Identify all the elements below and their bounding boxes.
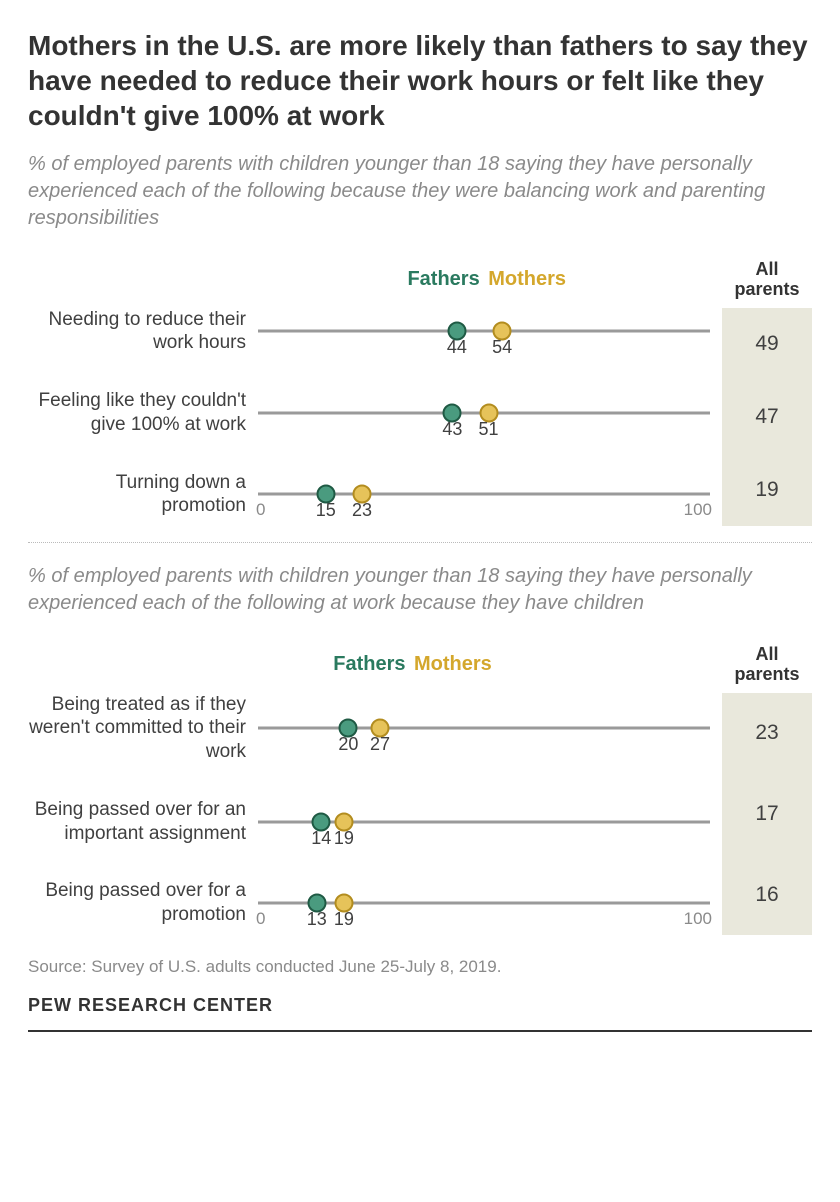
fathers-value: 14 [311,828,331,849]
legend-fathers-label: Fathers [333,653,405,676]
row-label: Needing to reduce their work hours [28,308,258,356]
panel1-legend: Fathers Mothers All parents [28,260,812,300]
all-parents-value: 47 [722,380,812,453]
legend-fathers-label: Fathers [407,268,479,291]
fathers-value: 44 [447,337,467,358]
row-label: Being passed over for a promotion [28,879,258,927]
dot-track: 1419 [258,810,710,834]
chart-row: Turning down a promotion15230100 [28,471,710,519]
row-label: Being passed over for an important assig… [28,798,258,846]
dot-track: 2027 [258,716,710,740]
legend-all-parents: All parents [722,260,812,300]
row-label: Feeling like they couldn't give 100% at … [28,389,258,437]
all-parents-value: 16 [722,854,812,935]
mothers-value: 23 [352,500,372,521]
chart-row: Feeling like they couldn't give 100% at … [28,389,710,437]
panel1-chart: Fathers Mothers All parents Needing to r… [28,260,812,526]
mothers-value: 19 [334,828,354,849]
dot-track: 13190100 [258,891,710,915]
all-parents-value: 49 [722,308,812,381]
fathers-value: 15 [316,500,336,521]
dot-track: 15230100 [258,482,710,506]
axis-max: 100 [684,909,712,929]
pew-logo: PEW RESEARCH CENTER [28,995,812,1016]
fathers-value: 43 [442,419,462,440]
mothers-value: 19 [334,909,354,930]
row-label: Being treated as if they weren't committ… [28,693,258,764]
chart-row: Needing to reduce their work hours4454 [28,308,710,356]
chart-row: Being passed over for an important assig… [28,798,710,846]
row-label: Turning down a promotion [28,471,258,519]
legend-mothers-label: Mothers [414,653,492,676]
fathers-value: 13 [307,909,327,930]
source-note: Source: Survey of U.S. adults conducted … [28,957,812,977]
all-parents-value: 19 [722,453,812,526]
chart-headline: Mothers in the U.S. are more likely than… [28,28,812,133]
panel2-chart: Fathers Mothers All parents Being treate… [28,645,812,935]
axis-max: 100 [684,500,712,520]
bottom-rule [28,1030,812,1032]
chart-row: Being treated as if they weren't committ… [28,693,710,764]
legend-mothers-label: Mothers [488,268,566,291]
dot-track: 4351 [258,401,710,425]
panel2-subhead: % of employed parents with children youn… [28,563,812,617]
mothers-value: 51 [479,419,499,440]
dot-track: 4454 [258,319,710,343]
all-parents-value: 17 [722,773,812,854]
mothers-value: 54 [492,337,512,358]
panel1-subhead: % of employed parents with children youn… [28,151,812,232]
fathers-value: 20 [338,734,358,755]
axis-min: 0 [256,909,265,929]
panel2-legend: Fathers Mothers All parents [28,645,812,685]
legend-all-parents: All parents [722,645,812,685]
mothers-value: 27 [370,734,390,755]
axis-min: 0 [256,500,265,520]
chart-row: Being passed over for a promotion1319010… [28,879,710,927]
panel-divider [28,542,812,543]
all-parents-value: 23 [722,693,812,774]
